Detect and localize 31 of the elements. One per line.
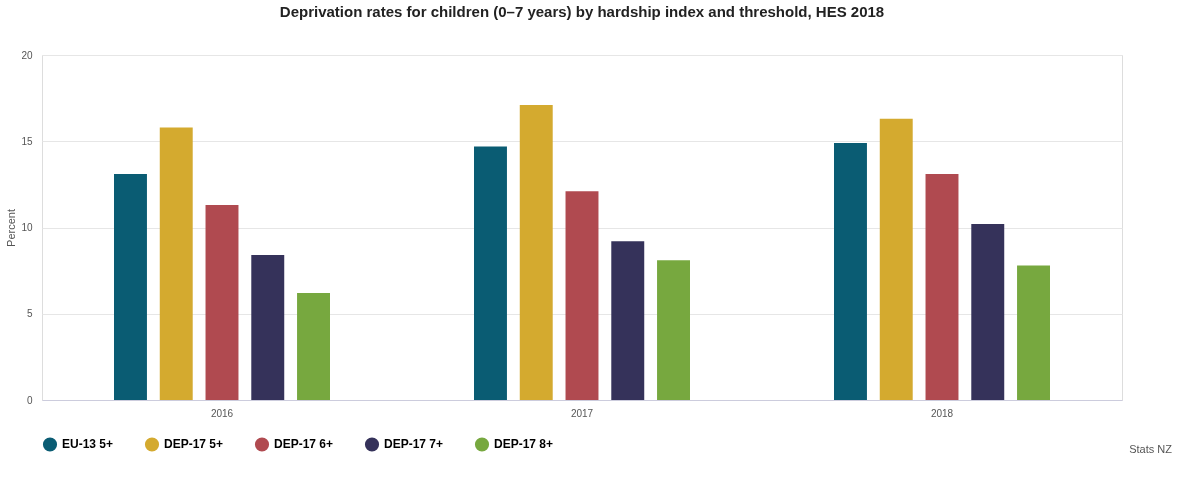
y-axis-title: Percent (5, 209, 18, 247)
legend-label: DEP-17 7+ (384, 437, 444, 452)
bar (657, 260, 690, 400)
bar (205, 205, 239, 400)
legend-label: DEP-17 8+ (494, 437, 554, 452)
bar (1017, 265, 1050, 400)
y-tick-label: 5 (26, 308, 33, 320)
bar (474, 146, 507, 400)
x-tick-label: 2017 (570, 407, 594, 419)
y-tick-label: 20 (21, 49, 33, 61)
legend-label: DEP-17 5+ (164, 437, 224, 452)
chart-title: Deprivation rates for children (0–7 years) by hardship index and threshold, HES 2018 (279, 3, 885, 20)
bar (971, 224, 1005, 400)
x-tick-label: 2018 (930, 407, 954, 419)
bar (834, 142, 867, 400)
y-tick-label: 10 (21, 222, 33, 233)
bar (611, 241, 645, 400)
bar (519, 105, 553, 400)
bar (159, 127, 193, 400)
bar (114, 174, 147, 400)
legend-label: DEP-17 6+ (274, 437, 334, 452)
bar (879, 118, 913, 400)
bar (251, 255, 285, 400)
y-tick-label: 15 (21, 135, 33, 147)
bar (565, 191, 599, 400)
bar (297, 293, 330, 400)
legend-label: EU-13 5+ (62, 437, 114, 452)
y-tick-label: 0 (26, 394, 33, 406)
x-tick-label: 2016 (210, 407, 234, 419)
bar (925, 174, 959, 400)
text: Stats NZ (1129, 443, 1173, 455)
